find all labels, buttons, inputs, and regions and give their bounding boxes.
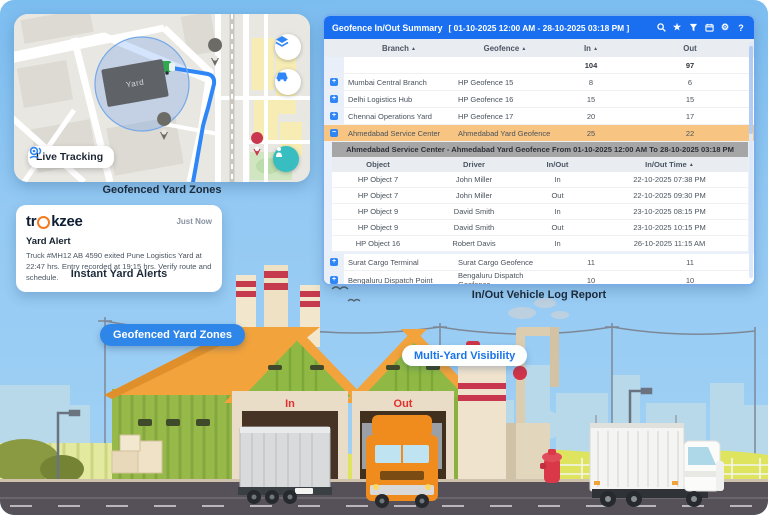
live-tracking-badge[interactable]: Live Tracking	[28, 146, 115, 168]
layers-icon	[275, 36, 289, 47]
col-branch[interactable]: Branch ▲	[382, 43, 416, 53]
map-layers-button[interactable]	[275, 34, 301, 60]
table-row-expanded[interactable]: − Ahmedabad Service Center Ahmedabad Yard…	[324, 125, 754, 142]
yard-label: Yard	[125, 76, 145, 90]
person-icon	[276, 147, 282, 157]
fire-hydrant	[540, 449, 562, 483]
detail-row[interactable]: HP Object 7 John Miller Out 22-10-2025 09:…	[332, 188, 748, 204]
smoke	[508, 298, 569, 319]
table-row[interactable]: + Delhi Logistics Hub HP Geofence 16 15 15	[324, 91, 754, 108]
search-icon[interactable]	[656, 23, 666, 33]
door-out-label: Out	[393, 398, 413, 410]
detail-subtable: Ahmedabad Service Center - Ahmedabad Yar…	[324, 142, 754, 254]
yard-alert-card[interactable]: tr kzee Just Now Yard Alert Truck #MH12 A…	[16, 205, 222, 292]
live-tracking-map[interactable]: Yard	[14, 14, 310, 182]
truck-orange-front	[362, 415, 442, 508]
map-caption: Geofenced Yard Zones	[102, 184, 222, 196]
trakzee-logo: tr kzee	[26, 213, 83, 230]
street-view-button[interactable]	[273, 146, 299, 172]
col-driver[interactable]: Driver	[463, 160, 485, 169]
report-column-headers: Branch ▲ Geofence ▲ In ▲ Out	[324, 39, 754, 57]
live-tracking-icon	[29, 146, 42, 159]
sort-asc-icon: ▲	[521, 45, 527, 52]
sort-asc-icon: ▲	[688, 162, 694, 168]
expand-icon[interactable]: +	[330, 95, 338, 103]
brand-text-right: kzee	[51, 213, 83, 230]
col-inout[interactable]: In/Out	[546, 160, 569, 169]
detail-column-headers: Object Driver In/Out In/Out Time ▲	[332, 157, 748, 172]
settings-gear-icon[interactable]: ⚙	[720, 22, 730, 32]
col-out[interactable]: Out	[683, 43, 697, 53]
collapse-icon[interactable]: −	[330, 129, 338, 137]
map-pin-gray	[208, 38, 223, 66]
alert-body: Truck #MH12 AB 4590 exited Pune Logistic…	[26, 251, 212, 282]
table-scrollbar[interactable]	[749, 42, 753, 278]
total-in: 104	[584, 60, 598, 70]
col-geofence[interactable]: Geofence ▲	[483, 43, 527, 53]
detail-row[interactable]: HP Object 9 David Smith In 23-10-2025 08:1…	[332, 204, 748, 220]
door-in-label: In	[285, 398, 295, 410]
alert-title: Yard Alert	[26, 236, 71, 247]
truck-gray-rear	[238, 426, 332, 504]
table-row[interactable]: + Chennai Operations Yard HP Geofence 17 …	[324, 108, 754, 125]
report-caption: In/Out Vehicle Log Report	[471, 289, 607, 301]
alert-timestamp: Just Now	[176, 217, 212, 226]
col-in[interactable]: In ▲	[583, 43, 599, 53]
live-tracking-label: Live Tracking	[36, 151, 104, 163]
col-object[interactable]: Object	[366, 160, 390, 169]
totals-row: 104 97	[324, 57, 754, 74]
filter-icon[interactable]	[688, 23, 698, 33]
truck-white-box	[589, 415, 724, 507]
car-icon	[276, 72, 288, 82]
expand-icon[interactable]: +	[330, 258, 338, 266]
table-row[interactable]: + Surat Cargo Terminal Surat Cargo Geofen…	[324, 254, 754, 271]
report-title: Geofence In/Out Summary	[332, 22, 443, 33]
crates	[111, 434, 163, 474]
table-row[interactable]: + Bengaluru Dispatch Point Bengaluru Disp…	[324, 271, 754, 284]
sort-asc-icon: ▲	[593, 45, 599, 52]
map-pin-church	[157, 112, 172, 140]
detail-row[interactable]: HP Object 16 Robert Davis In 26-10-2025 11…	[332, 236, 748, 252]
alerts-caption: Instant Yard Alerts	[70, 268, 168, 280]
birds	[331, 286, 361, 302]
total-out: 97	[685, 60, 695, 70]
detail-row[interactable]: HP Object 7 John Miller In 22-10-2025 07:3…	[332, 172, 748, 188]
sort-asc-icon: ▲	[411, 45, 416, 52]
detail-row[interactable]: HP Object 9 David Smith Out 23-10-2025 10:…	[332, 220, 748, 236]
route-line	[170, 66, 217, 182]
brand-text-left: tr	[26, 213, 37, 230]
expand-icon[interactable]: +	[330, 112, 338, 120]
calendar-icon[interactable]	[704, 23, 714, 33]
report-header: Geofence In/Out Summary [ 01-10-2025 12:…	[324, 16, 754, 39]
map-pin-red	[251, 132, 264, 156]
help-icon[interactable]: ?	[738, 22, 744, 33]
multi-yard-visibility-pill: Multi-Yard Visibility	[402, 345, 528, 366]
geofenced-yard-zones-pill: Geofenced Yard Zones	[100, 324, 246, 346]
expand-icon[interactable]: +	[330, 78, 338, 86]
yard-illustration	[0, 265, 768, 515]
favorite-icon[interactable]: ★	[672, 22, 682, 32]
visibility-pill-label: Multi-Yard Visibility	[414, 349, 516, 362]
map-vehicle-button[interactable]	[275, 69, 301, 95]
expand-icon[interactable]: +	[330, 276, 338, 284]
col-inout-time[interactable]: In/Out Time ▲	[645, 160, 694, 169]
report-date-range[interactable]: [ 01-10-2025 12:00 AM - 28-10-2025 03:18…	[448, 22, 630, 33]
zone-pill-label: Geofenced Yard Zones	[113, 329, 233, 341]
brand-ring-icon	[37, 216, 51, 229]
tank-annex	[458, 327, 559, 483]
geofence-report-card: Geofence In/Out Summary [ 01-10-2025 12:…	[324, 16, 754, 284]
detail-title: Ahmedabad Service Center - Ahmedabad Yar…	[332, 142, 748, 157]
